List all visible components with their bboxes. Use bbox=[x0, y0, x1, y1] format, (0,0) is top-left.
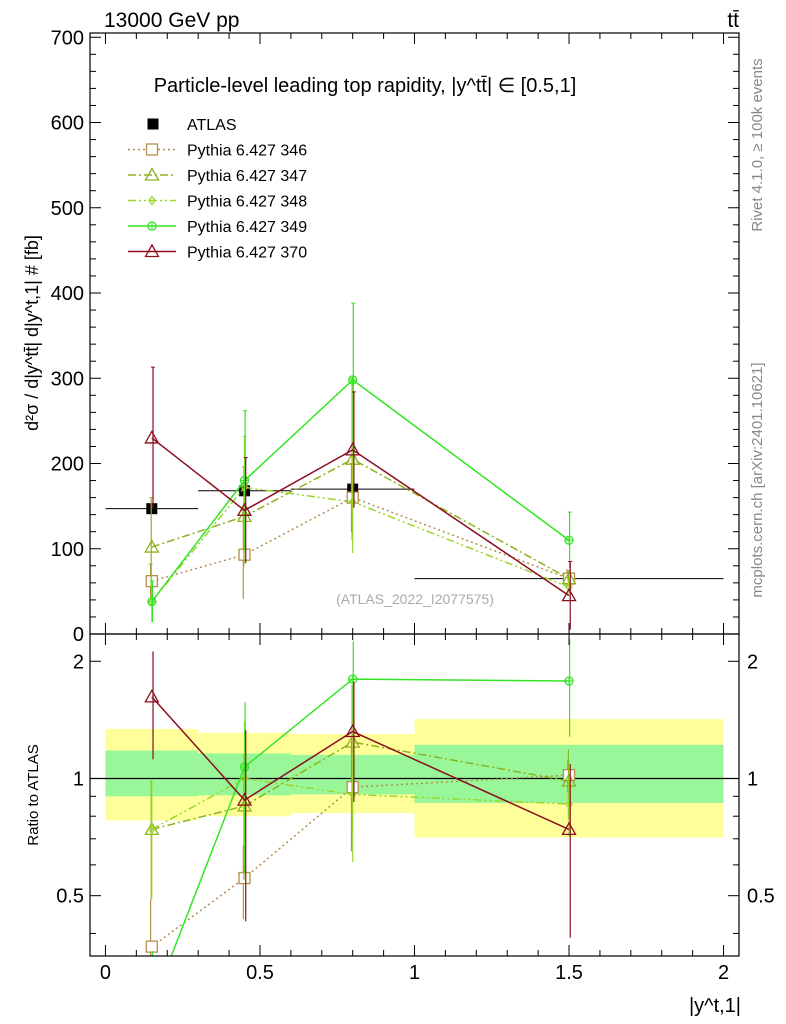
ratio-marker bbox=[564, 676, 574, 686]
series-marker bbox=[147, 596, 157, 607]
legend-marker bbox=[147, 221, 157, 231]
ratio-marker bbox=[345, 723, 361, 738]
legend-label: Pythia 6.427 370 bbox=[187, 245, 307, 262]
legend-label: Pythia 6.427 346 bbox=[187, 143, 307, 160]
x-tick-label: 0.5 bbox=[246, 962, 274, 984]
chart-title: Particle-level leading top rapidity, |y^… bbox=[154, 75, 577, 97]
series-marker bbox=[239, 475, 250, 486]
ratio-y-axis-label: Ratio to ATLAS bbox=[25, 744, 42, 845]
series-marker bbox=[144, 430, 160, 444]
ratio-series-line bbox=[151, 741, 570, 831]
analysis-id: (ATLAS_2022_I2077575) bbox=[336, 591, 494, 607]
legend-label: Pythia 6.427 347 bbox=[187, 168, 307, 185]
ratio-y-tick-label-right: 2 bbox=[747, 651, 758, 673]
y-tick-label: 700 bbox=[51, 27, 84, 49]
y-tick-label: 200 bbox=[51, 454, 84, 476]
ratio-series-line bbox=[151, 696, 570, 831]
ratio-marker bbox=[148, 1002, 156, 1010]
legend-marker bbox=[148, 195, 156, 206]
series-line bbox=[151, 458, 570, 580]
ratio-series-line bbox=[170, 678, 570, 956]
y-tick-label: 600 bbox=[51, 113, 84, 135]
ratio-series-line bbox=[151, 774, 570, 948]
ratio-marker bbox=[147, 824, 156, 835]
ratio-marker bbox=[236, 792, 253, 806]
series-marker bbox=[144, 539, 160, 553]
ratio-marker bbox=[561, 821, 577, 836]
series-marker bbox=[236, 502, 253, 517]
ratio-y-tick-label: 1 bbox=[73, 768, 84, 790]
y-tick-label: 0 bbox=[73, 624, 84, 646]
series-marker bbox=[348, 375, 358, 385]
ratio-marker bbox=[348, 674, 358, 684]
series-line bbox=[151, 486, 570, 603]
series-line bbox=[151, 378, 570, 603]
ratio-marker bbox=[145, 940, 158, 953]
series-marker bbox=[561, 587, 577, 602]
legend-label: Pythia 6.427 349 bbox=[187, 219, 307, 236]
legend: ATLAS Pythia 6.427 346 Pythia 6.427 347 Pyt… bbox=[128, 117, 307, 262]
atlas-point bbox=[146, 503, 158, 515]
x-tick-label: 0 bbox=[100, 962, 111, 984]
legend-marker bbox=[144, 243, 160, 258]
series-line bbox=[151, 437, 570, 597]
x-tick-label: 1 bbox=[409, 962, 420, 984]
y-tick-label: 400 bbox=[51, 283, 84, 305]
series-marker bbox=[565, 582, 573, 593]
y-tick-label: 100 bbox=[51, 539, 84, 561]
legend-label: Pythia 6.427 348 bbox=[187, 194, 307, 211]
ratio-marker bbox=[239, 762, 250, 772]
x-tick-label: 1.5 bbox=[555, 962, 583, 984]
ratio-y-tick-label: 0.5 bbox=[56, 886, 84, 908]
mcplots-label: mcplots.cern.ch [arXiv:2401.10621] bbox=[749, 362, 766, 597]
ratio-marker bbox=[565, 798, 573, 810]
ratio-marker bbox=[144, 689, 160, 703]
x-axis-label: |y^t,1| bbox=[689, 995, 741, 1017]
ratio-y-tick-label-right: 1 bbox=[747, 768, 758, 790]
series-marker bbox=[564, 535, 574, 545]
legend-marker bbox=[144, 167, 160, 181]
y-tick-label: 500 bbox=[51, 198, 84, 220]
legend-label-atlas: ATLAS bbox=[187, 117, 237, 134]
x-tick-label: 2 bbox=[718, 962, 729, 984]
y-axis-label: d²σ / d|y^tt̄| d|y^t,1| # [fb] bbox=[22, 235, 42, 431]
rivet-label: Rivet 4.1.0, ≥ 100k events bbox=[749, 58, 766, 231]
process-label: tt̄ bbox=[727, 9, 739, 32]
series-line bbox=[151, 496, 570, 582]
energy-label: 13000 GeV pp bbox=[104, 9, 239, 32]
legend-marker bbox=[145, 143, 159, 156]
series-marker bbox=[348, 496, 357, 507]
ratio-y-tick-label: 2 bbox=[73, 651, 84, 673]
series-marker bbox=[345, 442, 361, 456]
legend-marker-atlas bbox=[147, 118, 159, 130]
ratio-y-tick-label-right: 0.5 bbox=[747, 886, 775, 908]
main-panel: 0 100 200 300 400 500 600 700 Particle-level le… bbox=[22, 27, 740, 646]
ratio-panel: 0.5 0.5 1 1 2 2 0 0.5 1 1.5 2 Ratio to ATLAS |y^t,… bbox=[25, 633, 775, 1017]
y-tick-label: 300 bbox=[51, 368, 84, 390]
ratio-marker bbox=[348, 789, 357, 800]
